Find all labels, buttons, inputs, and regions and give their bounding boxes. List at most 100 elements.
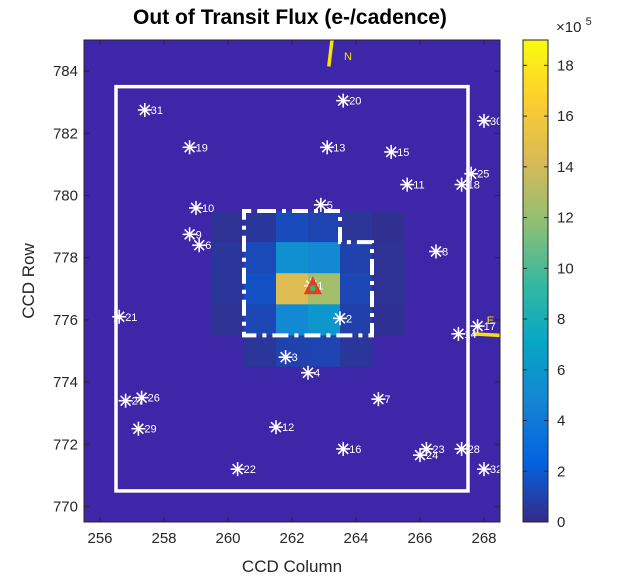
compass-arrow-n [327, 39, 334, 67]
star-label: 9 [196, 229, 202, 241]
star-label: 10 [202, 203, 214, 215]
heatmap-pixel [244, 273, 277, 305]
star-9: 9 [182, 227, 202, 242]
star-marker [478, 115, 490, 127]
star-marker [113, 311, 125, 323]
star-label: 30 [490, 116, 502, 128]
heatmap-pixel [340, 304, 373, 336]
star-label: 31 [151, 105, 163, 117]
star-marker [139, 104, 151, 116]
star-label: 19 [196, 142, 208, 154]
star-marker [280, 351, 292, 363]
star-10: 10 [189, 200, 214, 215]
star-4: 4 [301, 365, 320, 380]
star-marker [337, 95, 349, 107]
star-marker [430, 245, 442, 257]
star-18: 18 [454, 177, 480, 192]
star-marker [184, 141, 196, 153]
star-label: 6 [205, 240, 211, 252]
star-marker [456, 443, 468, 455]
x-tick-label: 260 [215, 530, 240, 547]
star-label: 28 [468, 444, 480, 456]
star-markers: 1234567891011121314151617181920212223242… [112, 93, 502, 477]
x-tick-label: 258 [151, 530, 176, 547]
compass-arrow-e [472, 332, 501, 338]
star-marker [315, 199, 327, 211]
y-tick-label: 770 [53, 498, 78, 515]
heatmap-pixel [308, 242, 341, 274]
heatmap-cells [212, 211, 405, 367]
star-11: 11 [400, 177, 425, 192]
star-27: 27 [118, 393, 144, 408]
star-19: 19 [182, 140, 208, 155]
heatmap-pixel [212, 242, 245, 274]
compass-label-n: N [344, 51, 352, 63]
star-marker [478, 463, 490, 475]
star-26: 26 [134, 390, 160, 405]
star-28: 28 [454, 441, 480, 456]
star-label: 4 [314, 368, 320, 380]
y-tick-label: 774 [53, 374, 78, 391]
star-marker [232, 463, 244, 475]
colorbar: 0 2 4 6 8 10 12 14 16 18 ×10 5 [522, 16, 592, 531]
heatmap-pixel [372, 242, 405, 274]
star-label: 16 [349, 444, 361, 456]
star-label: 22 [244, 464, 256, 476]
star-5: 5 [313, 197, 333, 212]
y-tick-label: 782 [53, 125, 78, 142]
star-8: 8 [429, 244, 448, 259]
star-marker [334, 312, 346, 324]
star-label: 21 [125, 312, 137, 324]
star-label: 27 [132, 396, 144, 408]
star-24: 24 [413, 448, 438, 463]
colorbar-tick-label: 2 [557, 463, 565, 480]
colorbar-tick-label: 10 [557, 260, 574, 277]
star-label: 5 [327, 200, 333, 212]
star-label: 1 [317, 281, 323, 293]
star-marker [136, 392, 148, 404]
x-tick-label: 266 [407, 530, 432, 547]
star-15: 15 [384, 144, 409, 159]
x-tick-label: 264 [343, 530, 368, 547]
star-21: 21 [112, 309, 137, 324]
star-label: 17 [484, 321, 496, 333]
heatmap-pixel [212, 273, 245, 305]
star-marker [385, 146, 397, 158]
star-12: 12 [269, 420, 294, 435]
star-marker [270, 421, 282, 433]
heatmap-pixel [372, 211, 405, 243]
overlay-layer: NE [114, 39, 501, 493]
star-13: 13 [320, 140, 345, 155]
heatmap-pixel [276, 211, 309, 243]
star-6: 6 [192, 238, 211, 253]
x-tick-label: 256 [87, 530, 112, 547]
star-marker [456, 179, 468, 191]
y-tick-label: 778 [53, 250, 78, 267]
colorbar-tick-label: 0 [557, 514, 565, 531]
heatmap-pixel [308, 304, 341, 336]
heatmap-pixel [276, 304, 309, 336]
heatmap-pixel [308, 211, 341, 243]
star-marker [302, 367, 314, 379]
star-31: 31 [137, 102, 163, 117]
y-axis-label: CCD Row [19, 242, 38, 318]
y-tick-label: 776 [53, 312, 78, 329]
colorbar-tick-label: 18 [557, 57, 574, 74]
colorbar-ticks: 0 2 4 6 8 10 12 14 16 18 [523, 57, 574, 531]
x-axis-label: CCD Column [242, 557, 342, 576]
colorbar-multiplier: ×10 5 [556, 16, 592, 36]
compass-label-e: E [487, 315, 494, 327]
star-23: 23 [419, 441, 445, 456]
star-22: 22 [230, 462, 256, 477]
colorbar-tick-label: 8 [557, 311, 565, 328]
star-marker [414, 449, 426, 461]
heatmap-pixel [212, 304, 245, 336]
star-marker [452, 328, 464, 340]
star-marker [401, 179, 413, 191]
x-tick-label: 262 [279, 530, 304, 547]
star-25: 25 [464, 166, 489, 181]
star-label: 13 [333, 142, 345, 154]
y-tick-label: 772 [53, 436, 78, 453]
star-marker [337, 443, 349, 455]
